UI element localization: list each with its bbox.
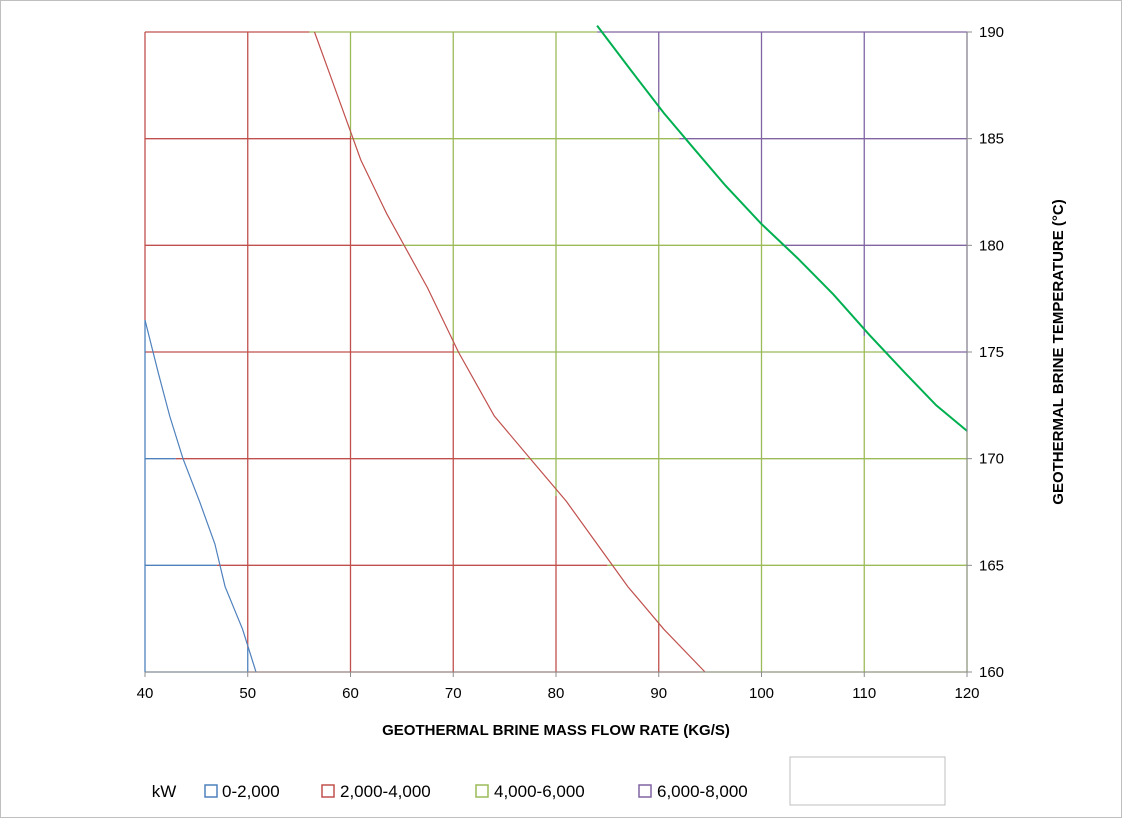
legend-title: kW — [152, 782, 177, 801]
legend-item-0: 0-2,000 — [204, 782, 280, 801]
y-tick-label-6: 190 — [979, 24, 1004, 41]
legend-item-3: 6,000-8,000 — [638, 782, 748, 801]
legend-swatch-2 — [475, 784, 489, 798]
x-tick-label-1: 50 — [239, 685, 256, 702]
legend-label-1: 2,000-4,000 — [340, 782, 431, 801]
y-tick-label-3: 175 — [979, 344, 1004, 361]
x-tick-label-8: 120 — [954, 685, 979, 702]
contour-line-2 — [596, 24, 968, 432]
contour-line-1 — [313, 31, 706, 673]
contour-lines — [144, 24, 968, 673]
legend: kW 0-2,000 2,000-4,000 4,000-6,000 6,000… — [152, 756, 946, 806]
legend-swatch-1 — [321, 784, 335, 798]
x-tick-label-3: 70 — [445, 685, 462, 702]
grid — [144, 31, 968, 673]
x-axis-title: GEOTHERMAL BRINE MASS FLOW RATE (KG/S) — [382, 722, 730, 739]
legend-label-2: 4,000-6,000 — [494, 782, 585, 801]
y-tick-label-0: 160 — [979, 664, 1004, 681]
contour-line-0 — [144, 319, 257, 673]
legend-label-3: 6,000-8,000 — [657, 782, 748, 801]
legend-item-1: 2,000-4,000 — [321, 782, 431, 801]
y-tick-label-5: 185 — [979, 131, 1004, 148]
legend-item-2: 4,000-6,000 — [475, 782, 585, 801]
y-axis-title: GEOTHERMAL BRINE TEMPERATURE (°C) — [1050, 199, 1067, 504]
legend-swatch-0 — [204, 784, 218, 798]
y-tick-labels: 160 165 170 175 180 185 190 — [979, 24, 1004, 681]
x-tick-label-4: 80 — [548, 685, 565, 702]
x-tick-label-7: 110 — [852, 685, 876, 702]
x-tick-label-5: 90 — [650, 685, 667, 702]
legend-label-0: 0-2,000 — [222, 782, 280, 801]
y-tick-label-2: 170 — [979, 451, 1004, 468]
y-tick-label-4: 180 — [979, 237, 1004, 254]
legend-swatch-3 — [638, 784, 652, 798]
x-tick-label-0: 40 — [137, 685, 154, 702]
x-tick-label-2: 60 — [342, 685, 359, 702]
y-tick-label-1: 165 — [979, 557, 1004, 574]
x-tick-label-6: 100 — [749, 685, 774, 702]
axes — [144, 31, 972, 677]
legend-empty-box — [789, 756, 946, 806]
x-tick-labels: 40 50 60 70 80 90 100 110 120 — [137, 685, 980, 702]
